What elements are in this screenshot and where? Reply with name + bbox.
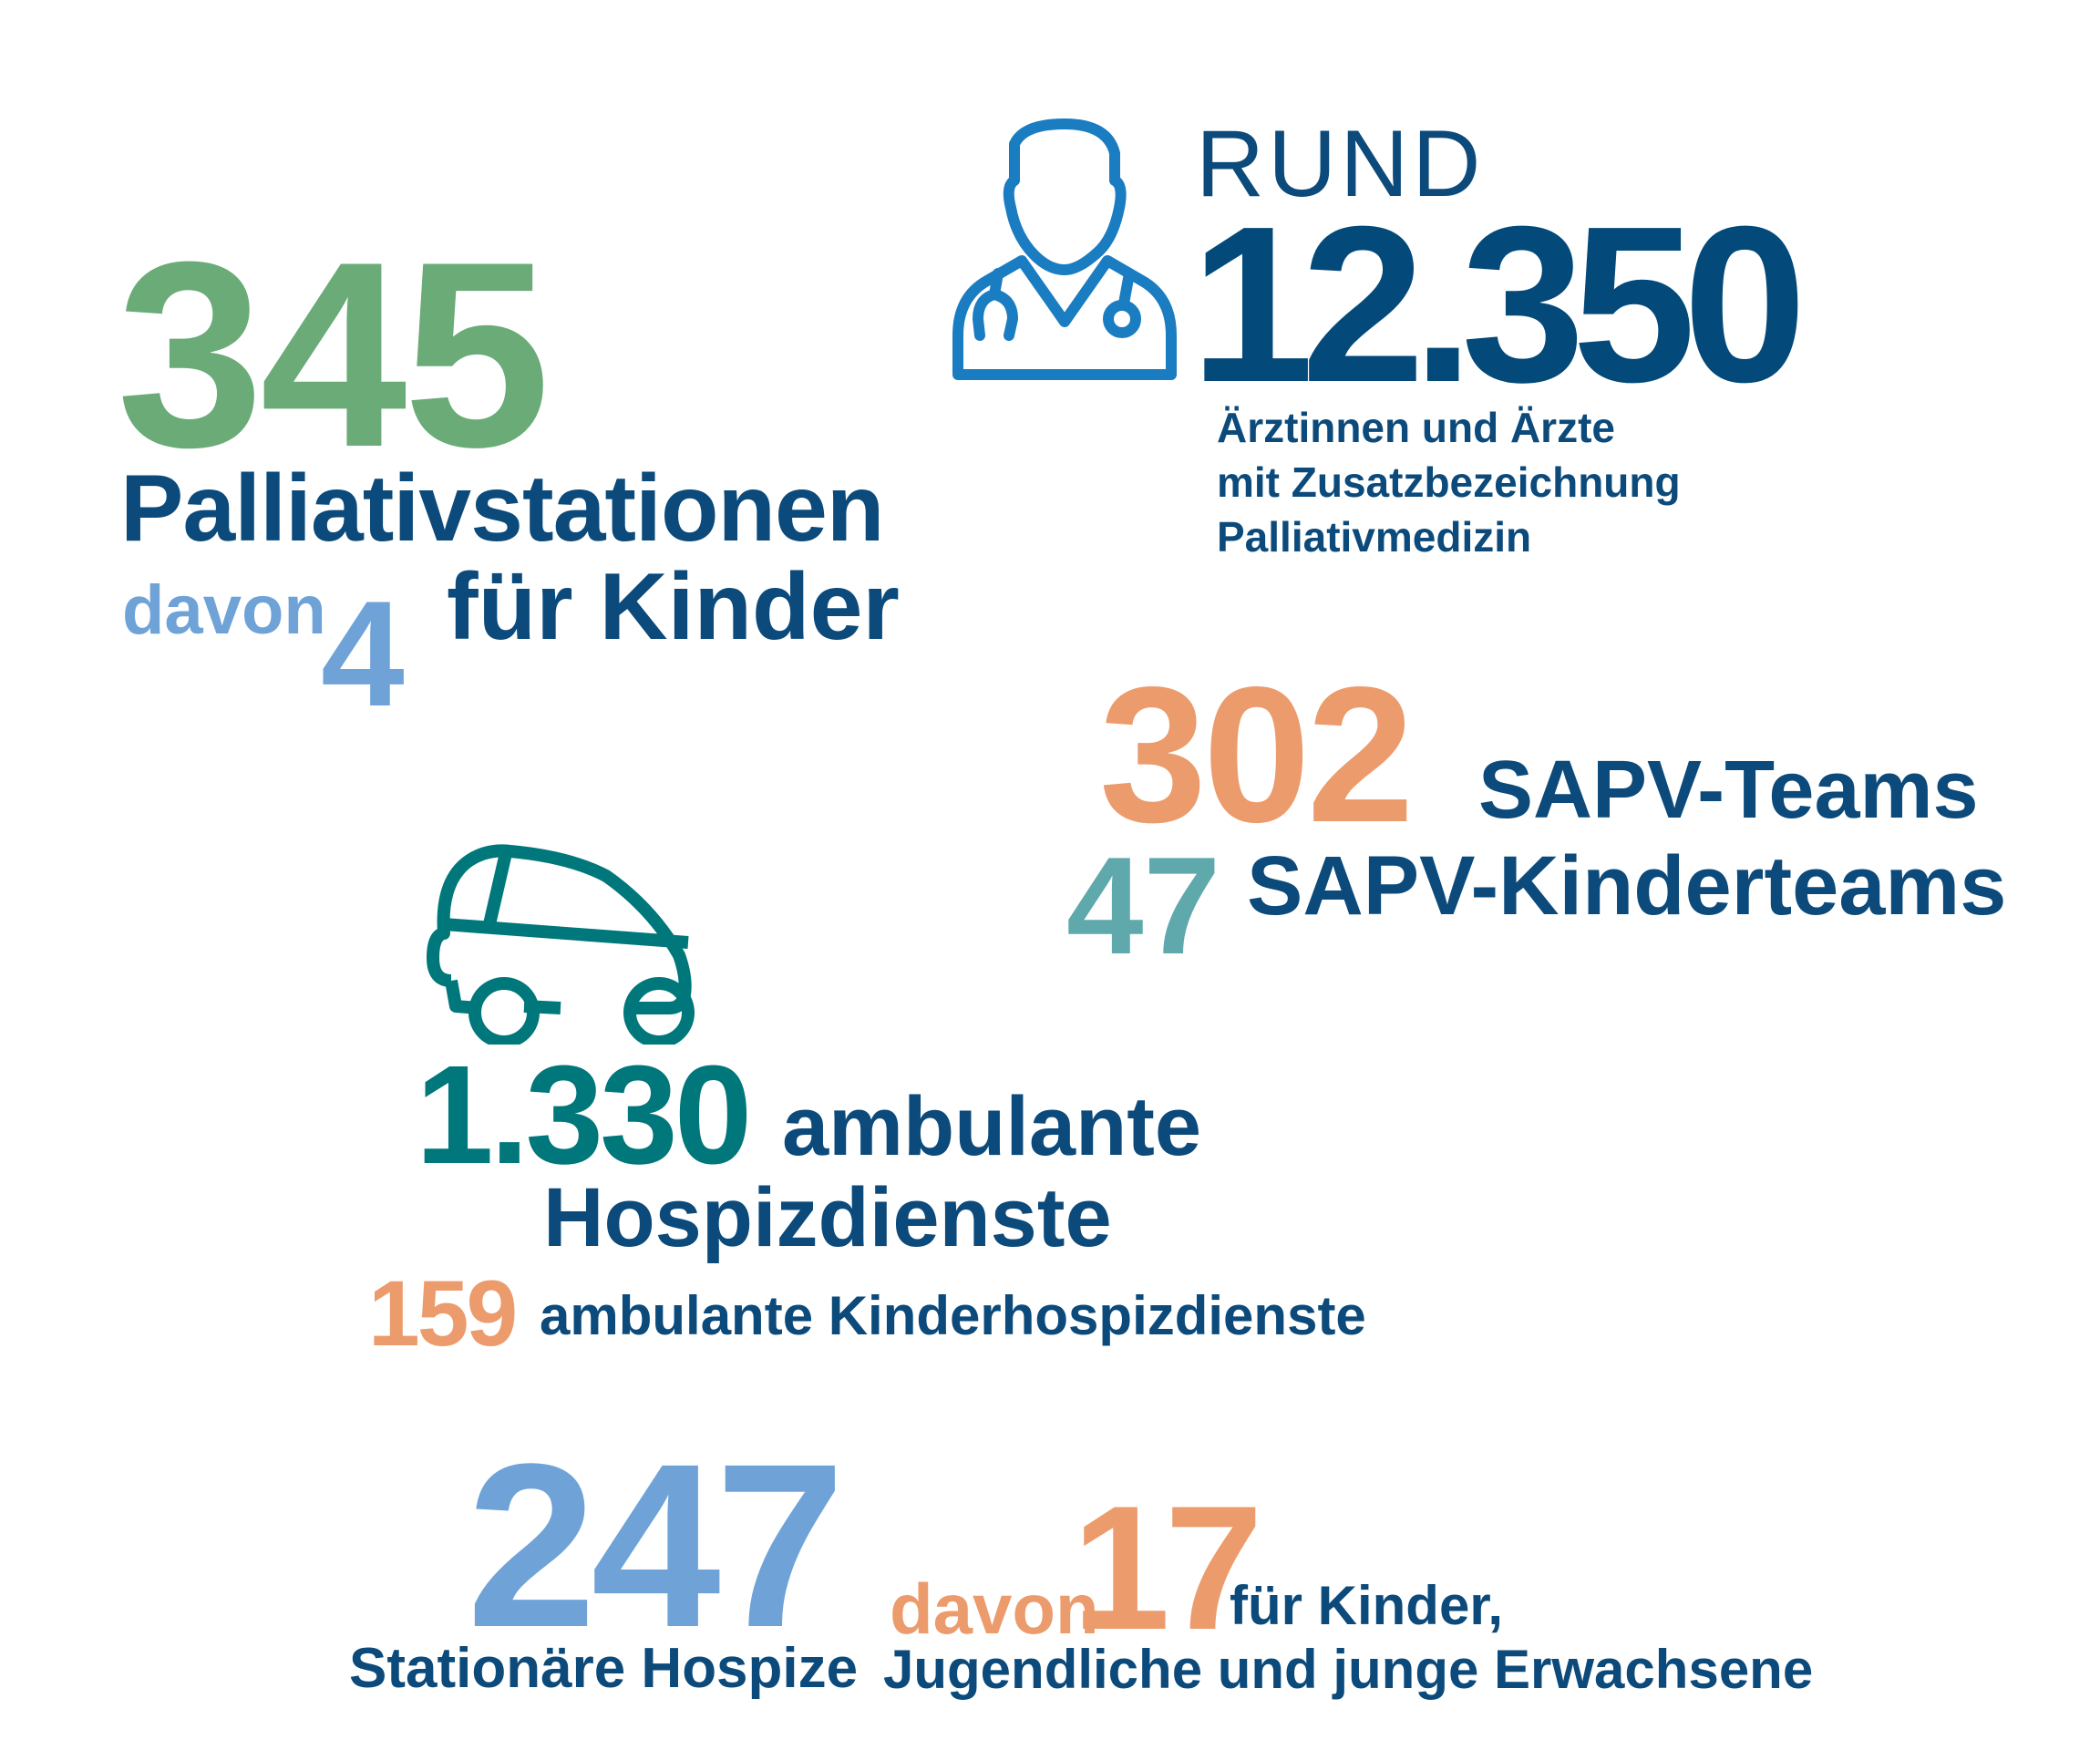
sapv-kids-label: SAPV-Kinderteams <box>1247 839 2007 932</box>
hospize-kids-label-1: für Kinder, <box>1230 1575 1504 1636</box>
ambulant-number: 1.330 <box>416 1036 752 1193</box>
palliativ-label: Palliativstationen <box>120 456 884 561</box>
car-icon <box>427 844 695 1045</box>
palliativ-kids-number: 4 <box>321 570 405 737</box>
doctors-prefix: RUND <box>1196 111 1485 217</box>
doctors-line-2: mit Zusatzbezeichnung <box>1217 458 1681 506</box>
palliativ-kids-label: für Kinder <box>447 554 900 660</box>
hospize-number: 247 <box>467 1415 845 1676</box>
doctors-line-3: Palliativmedizin <box>1217 513 1532 561</box>
doctors-number: 12.350 <box>1190 180 1807 428</box>
ambulant-label-1: ambulante <box>782 1080 1202 1173</box>
ambulant-label-2: Hospizdienste <box>543 1171 1112 1264</box>
sapv-label: SAPV-Teams <box>1478 745 1979 836</box>
doctor-stethoscope-icon <box>952 118 1177 380</box>
hospize-kids-number: 17 <box>1072 1469 1263 1667</box>
ambulant-kids-label: ambulante Kinderhospizdienste <box>540 1285 1366 1346</box>
hospize-kids-label-2: Jugendliche und junge Erwachsene <box>883 1639 1814 1700</box>
doctors-line-1: Ärztinnen und Ärzte <box>1217 404 1615 451</box>
hospize-label: Stationäre Hospize <box>349 1637 859 1700</box>
sapv-kids-number: 47 <box>1066 829 1221 983</box>
ambulant-kids-number: 159 <box>368 1261 518 1365</box>
palliativ-davon: davon <box>122 571 326 649</box>
hospize-davon: davon <box>890 1569 1099 1649</box>
palliativ-number: 345 <box>117 207 551 502</box>
sapv-number: 302 <box>1099 646 1415 862</box>
